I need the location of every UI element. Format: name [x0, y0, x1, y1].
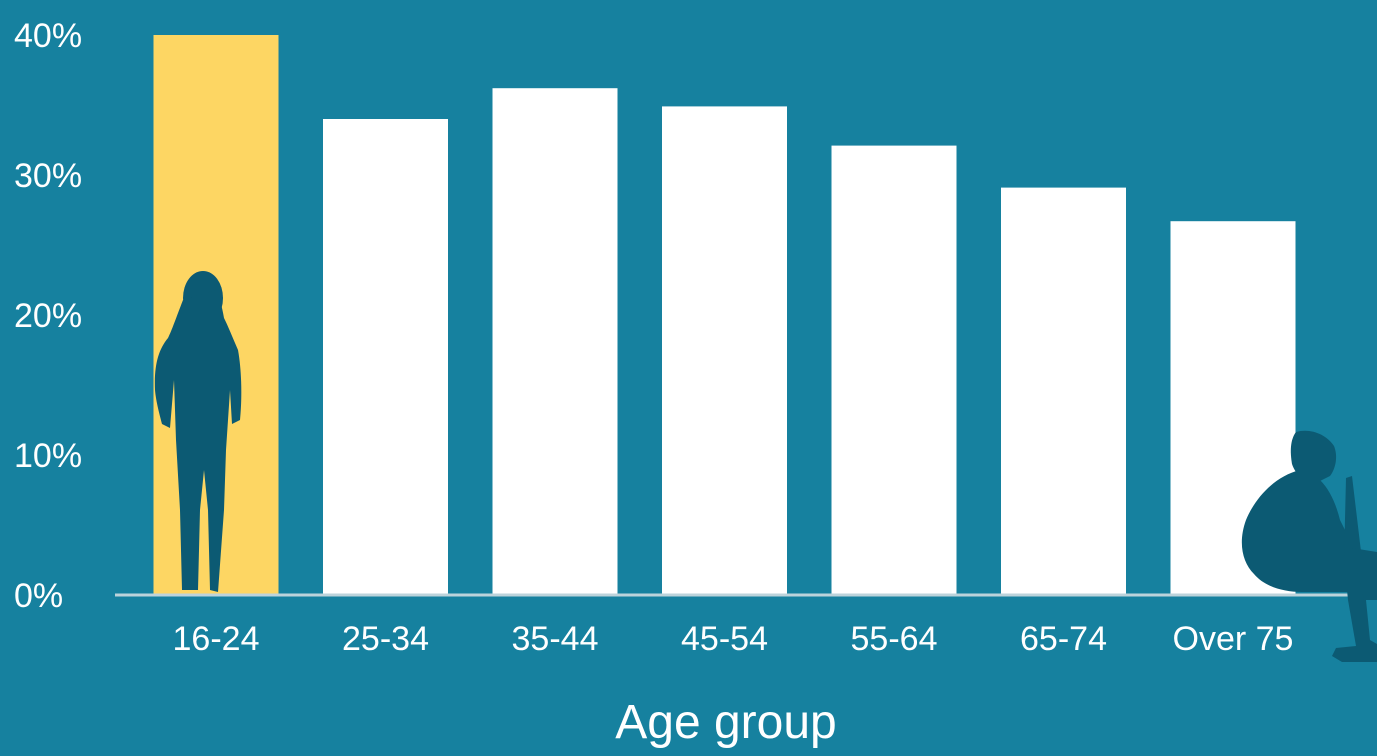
bar-65-74: [1001, 187, 1126, 595]
y-tick-label: 10%: [14, 437, 82, 475]
seated-elderly-person-with-cane-icon: [1241, 430, 1377, 662]
x-category-label: 45-54: [681, 620, 768, 658]
y-tick-label: 40%: [14, 17, 82, 55]
x-category-label: 35-44: [512, 620, 599, 658]
x-category-label: 16-24: [173, 620, 260, 658]
y-tick-label: 30%: [14, 157, 82, 195]
x-category-label: 25-34: [342, 620, 429, 658]
x-axis-labels: 16-24 25-34 35-44 45-54 55-64 65-74 Over 75: [173, 620, 1294, 658]
y-tick-label: 20%: [14, 297, 82, 335]
bar-35-44: [492, 88, 618, 595]
x-category-label: 65-74: [1020, 620, 1107, 658]
bar-45-54: [662, 106, 787, 596]
x-axis-title: Age group: [615, 696, 837, 749]
y-tick-label: 0%: [14, 577, 63, 615]
bar-25-34: [323, 119, 448, 595]
x-category-label: 55-64: [851, 620, 938, 658]
standing-young-person-icon: [154, 271, 242, 592]
y-axis-ticks: 0% 10% 20% 30% 40%: [14, 17, 82, 615]
bar-55-64: [831, 145, 957, 595]
x-category-label: Over 75: [1173, 620, 1294, 658]
